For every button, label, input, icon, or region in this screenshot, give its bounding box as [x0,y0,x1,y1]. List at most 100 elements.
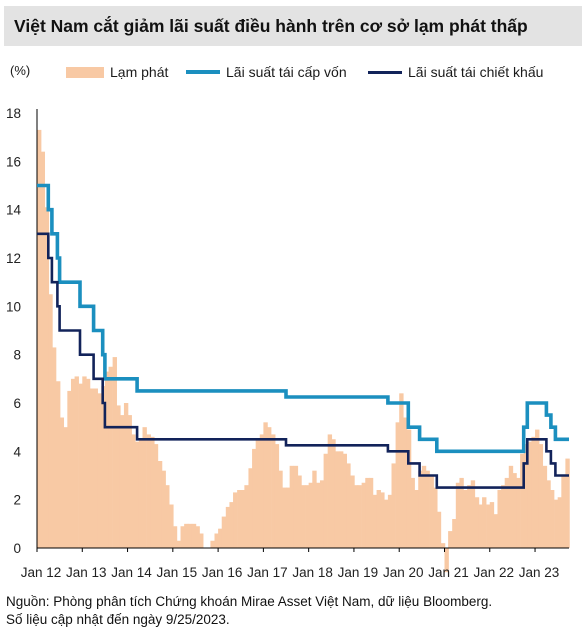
inflation-bar [116,405,121,548]
chart-title: Việt Nam cắt giảm lãi suất điều hành trê… [14,15,528,36]
inflation-bar [429,475,434,548]
x-tick-label: Jan 12 [21,565,62,580]
inflation-bar [51,347,57,548]
inflation-bar [384,499,389,548]
inflation-bar [169,504,174,548]
inflation-bar [187,523,193,548]
legend-item-discount: Lãi suất tái chiết khấu [368,64,543,80]
inflation-bar [112,357,117,548]
inflation-bar [467,485,472,548]
inflation-bar [421,465,427,548]
chart-plot: 0 2 4 6 8 10 12 14 16 18 Jan 12 Jan 13 Jan 14 Jan 15 J… [6,106,570,580]
legend-label-discount: Lãi suất tái chiết khấu [408,64,544,80]
inflation-bar [372,494,378,548]
legend-item-inflation: Lạm phát [66,64,168,80]
inflation-bar [440,543,446,548]
inflation-bar [312,470,317,548]
legend-swatch-inflation [66,66,104,78]
inflation-bar [474,497,480,548]
inflation-bar [448,531,453,548]
inflation-bar [289,465,295,548]
inflation-bar [263,422,268,548]
inflation-bar [357,485,362,548]
x-tick-label: Jan 15 [157,565,198,580]
inflation-bar [93,388,98,548]
inflation-bar [278,470,283,548]
inflation-bar [267,427,272,548]
inflation-bar [535,429,540,548]
inflation-bar [191,523,197,548]
inflation-bar [161,470,166,548]
inflation-bar [165,485,170,548]
inflation-bar [455,482,461,548]
inflation-bar [486,504,491,548]
inflation-bar [40,151,45,548]
inflation-bar [82,376,87,548]
inflation-bar [240,490,246,548]
inflation-bar [542,465,548,548]
inflation-bar [199,533,204,548]
inflation-bar [282,487,287,548]
y-tick-label: 14 [6,203,22,218]
inflation-bar [316,482,321,548]
inflation-bar [78,383,84,548]
inflation-bar [538,444,544,548]
inflation-bar [37,129,42,548]
inflation-bar [127,415,132,548]
inflation-bar [489,502,495,548]
inflation-bar [286,487,291,548]
inflation-bar [531,436,536,548]
inflation-bar [406,429,412,548]
inflation-bar [244,485,249,548]
inflation-bar [365,477,370,548]
inflation-bar [501,485,506,548]
inflation-bar [293,465,299,548]
inflation-bar [108,366,113,548]
chart-title-bar: Việt Nam cắt giảm lãi suất điều hành trê… [4,6,582,46]
inflation-bar [153,444,159,548]
legend-swatch-discount [368,70,402,74]
inflation-bar [44,207,50,548]
inflation-bar [327,434,333,548]
inflation-bar [549,490,555,548]
inflation-bar [527,441,532,548]
inflation-bar [233,492,238,548]
inflation-bar [418,470,423,548]
inflation-bar [85,378,91,548]
y-axis-unit-label: (%) [10,63,31,78]
inflation-bar [56,381,61,548]
inflation-bar [221,516,227,548]
inflation-bar [350,475,355,548]
inflation-bar [554,499,559,548]
inflation-bar [248,468,253,548]
inflation-bar [508,465,514,548]
refinancing-rate-line [37,183,569,454]
inflation-bar [463,490,468,548]
inflation-bar [523,444,529,548]
inflation-bar [150,436,155,548]
inflation-bar [146,434,151,548]
inflation-bar [297,475,302,548]
y-tick-label: 16 [6,154,21,169]
inflation-bar [119,415,125,548]
inflation-bar [157,461,163,548]
inflation-bar [557,497,563,548]
inflation-bar [305,485,310,548]
inflation-bar [300,485,306,548]
inflation-bar [274,444,280,548]
inflation-bar [395,422,400,548]
y-tick-label: 18 [6,106,21,121]
inflation-bar [123,403,129,548]
legend-label-inflation: Lạm phát [110,64,169,80]
inflation-bar [380,492,385,548]
x-tick-label: Jan 14 [111,565,152,580]
inflation-bar [436,511,442,548]
inflation-bar [259,434,265,548]
inflation-bar [176,540,181,548]
inflation-bar [482,497,487,548]
inflation-bar [361,482,367,548]
inflation-bar [368,477,374,548]
y-tick-label: 4 [13,444,21,459]
inflation-bar [142,427,147,548]
x-tick-label: Jan 18 [292,565,333,580]
